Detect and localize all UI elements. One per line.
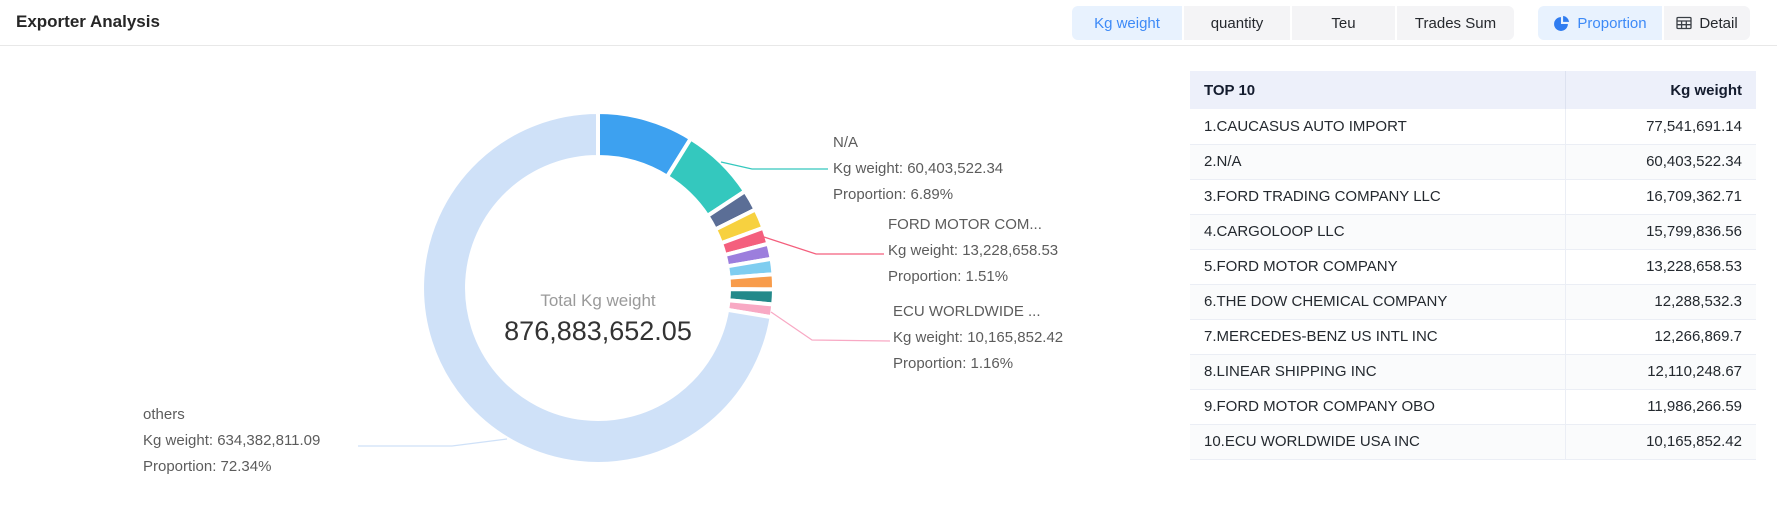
table-row: 7.MERCEDES-BENZ US INTL INC 12,266,869.7 <box>1190 319 1756 355</box>
callout-name: N/A <box>833 134 859 151</box>
tab-label: Proportion <box>1577 14 1647 32</box>
leader-line-ford-motor-company <box>763 236 884 255</box>
callout-others: others Kg weight: 634,382,811.09 Proport… <box>143 402 320 480</box>
toolbar: Kg weight quantity Teu Trades Sum Proportio… <box>1072 6 1750 40</box>
table-row: 1.CAUCASUS AUTO IMPORT 77,541,691.14 <box>1190 109 1756 145</box>
donut-slice-linear-shipping-inc[interactable] <box>726 272 777 292</box>
callout-proportion: Proportion: 1.51% <box>888 268 1009 285</box>
tab-label: Trades Sum <box>1414 14 1497 32</box>
kg-weight-cell: 12,266,869.7 <box>1565 319 1756 355</box>
leader-line-ecu-worldwide-usa-inc <box>770 311 891 342</box>
page-header: Exporter Analysis Kg weight quantity Teu Tr… <box>0 0 1777 46</box>
exporter-name-cell: 2.N/A <box>1190 144 1566 180</box>
pie-chart-icon <box>1553 15 1570 32</box>
tab-label: quantity <box>1210 14 1264 32</box>
exporter-name-cell: 6.THE DOW CHEMICAL COMPANY <box>1190 284 1566 320</box>
exporter-name-cell: 7.MERCEDES-BENZ US INTL INC <box>1190 319 1566 355</box>
callout-kg-weight: Kg weight: 634,382,811.09 <box>143 432 321 449</box>
table-row: 9.FORD MOTOR COMPANY OBO 11,986,266.59 <box>1190 389 1756 425</box>
top10-table: TOP 10 Kg weight 1.CAUCASUS AUTO IMPORT 7… <box>1190 71 1756 460</box>
callout-kg-weight: Kg weight: 10,165,852.42 <box>893 329 1064 346</box>
table-grid-icon <box>1676 16 1692 30</box>
tab-trades-sum[interactable]: Trades Sum <box>1397 6 1514 40</box>
kg-weight-cell: 16,709,362.71 <box>1565 179 1756 215</box>
tab-kg-weight[interactable]: Kg weight <box>1072 6 1182 40</box>
table-row: 6.THE DOW CHEMICAL COMPANY 12,288,532.3 <box>1190 284 1756 320</box>
kg-weight-cell: 77,541,691.14 <box>1565 109 1756 145</box>
kg-weight-cell: 12,110,248.67 <box>1565 354 1756 390</box>
table-row: 8.LINEAR SHIPPING INC 12,110,248.67 <box>1190 354 1756 390</box>
kg-weight-cell: 12,288,532.3 <box>1565 284 1756 320</box>
tab-label: Detail <box>1699 14 1738 32</box>
kg-weight-cell: 15,799,836.56 <box>1565 214 1756 250</box>
tab-detail[interactable]: Detail <box>1664 6 1750 40</box>
exporter-name-cell: 1.CAUCASUS AUTO IMPORT <box>1190 109 1566 145</box>
table-row: 4.CARGOLOOP LLC 15,799,836.56 <box>1190 214 1756 250</box>
callout-proportion: Proportion: 1.16% <box>893 355 1014 372</box>
table-row: 3.FORD TRADING COMPANY LLC 16,709,362.71 <box>1190 179 1756 215</box>
donut-slice-others[interactable] <box>420 110 774 466</box>
exporter-name-cell: 8.LINEAR SHIPPING INC <box>1190 354 1566 390</box>
callout-kg-weight: Kg weight: 60,403,522.34 <box>833 160 1004 177</box>
callout-name: ECU WORLDWIDE ... <box>893 303 1041 320</box>
kg-weight-cell: 11,986,266.59 <box>1565 389 1756 425</box>
kg-weight-cell: 13,228,658.53 <box>1565 249 1756 285</box>
tab-quantity[interactable]: quantity <box>1184 6 1290 40</box>
table-header-top10: TOP 10 <box>1190 71 1566 109</box>
callout-na: N/A Kg weight: 60,403,522.34 Proportion:… <box>833 130 1003 208</box>
exporter-analysis-panel: Total Kg weight 876,883,652.05 N/A Kg we… <box>0 46 1777 516</box>
exporter-name-cell: 5.FORD MOTOR COMPANY <box>1190 249 1566 285</box>
callout-proportion: Proportion: 72.34% <box>143 458 272 475</box>
exporter-name-cell: 10.ECU WORLDWIDE USA INC <box>1190 424 1566 460</box>
exporter-name-cell: 3.FORD TRADING COMPANY LLC <box>1190 179 1566 215</box>
table-header-kg-weight: Kg weight <box>1565 71 1756 109</box>
tab-proportion[interactable]: Proportion <box>1538 6 1662 40</box>
callout-name: FORD MOTOR COM... <box>888 216 1042 233</box>
kg-weight-cell: 60,403,522.34 <box>1565 144 1756 180</box>
exporter-name-cell: 9.FORD MOTOR COMPANY OBO <box>1190 389 1566 425</box>
table-header-row: TOP 10 Kg weight <box>1190 71 1756 109</box>
view-tab-group: Proportion Detail <box>1538 6 1750 40</box>
donut-chart <box>358 110 891 466</box>
exporter-name-cell: 4.CARGOLOOP LLC <box>1190 214 1566 250</box>
tab-teu[interactable]: Teu <box>1292 6 1395 40</box>
table-row: 10.ECU WORLDWIDE USA INC 10,165,852.42 <box>1190 424 1756 460</box>
callout-ecu-worldwide: ECU WORLDWIDE ... Kg weight: 10,165,852.… <box>893 299 1063 377</box>
table-row: 5.FORD MOTOR COMPANY 13,228,658.53 <box>1190 249 1756 285</box>
tab-label: Teu <box>1331 14 1356 32</box>
leader-line-n-a <box>720 161 828 170</box>
callout-proportion: Proportion: 6.89% <box>833 186 954 203</box>
kg-weight-cell: 10,165,852.42 <box>1565 424 1756 460</box>
page-title: Exporter Analysis <box>16 12 160 31</box>
callout-name: others <box>143 406 185 423</box>
callout-kg-weight: Kg weight: 13,228,658.53 <box>888 242 1059 259</box>
tab-label: Kg weight <box>1094 14 1160 32</box>
callout-ford-motor: FORD MOTOR COM... Kg weight: 13,228,658.… <box>888 212 1058 290</box>
leader-line-others <box>358 438 508 447</box>
metric-tab-group: Kg weight quantity Teu Trades Sum <box>1072 6 1514 40</box>
table-row: 2.N/A 60,403,522.34 <box>1190 144 1756 180</box>
